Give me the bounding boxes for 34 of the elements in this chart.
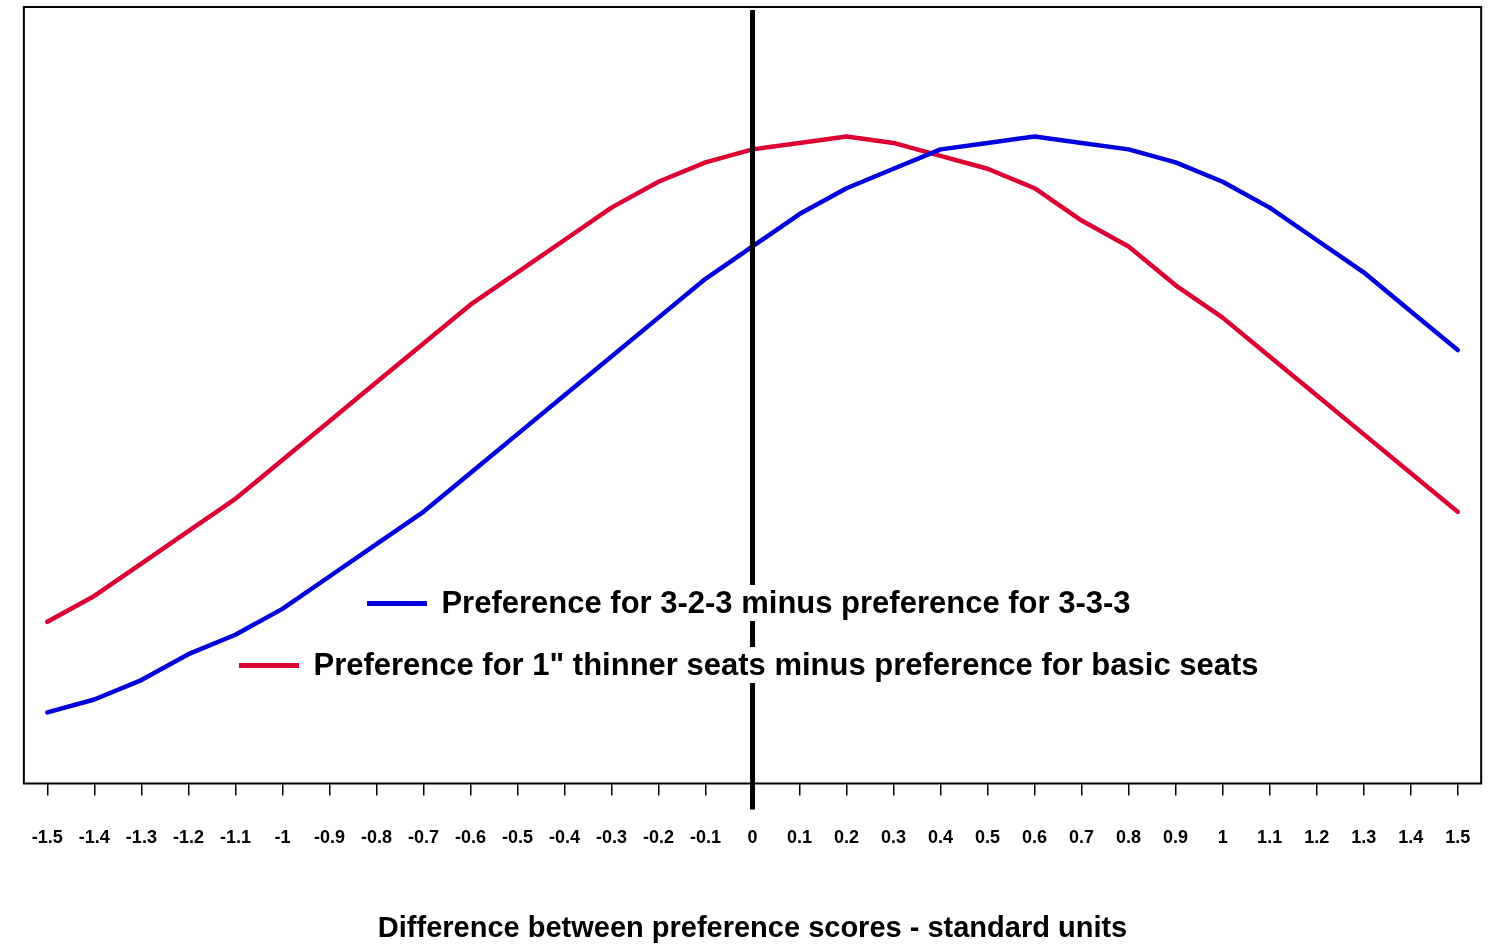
x-tick-label: -1.3 — [125, 827, 157, 848]
x-tick-label: -0.1 — [690, 827, 722, 848]
x-tick-label: -0.8 — [360, 827, 392, 848]
x-tick-label: -0.9 — [313, 827, 345, 848]
x-tick-label: 1.2 — [1304, 827, 1330, 848]
legend-label: Preference for 1" thinner seats minus preference for basic seats — [309, 647, 1263, 683]
x-tick-label: 0.7 — [1069, 827, 1095, 848]
x-tick-label: 1.5 — [1445, 827, 1471, 848]
x-tick-label: -1.2 — [172, 827, 204, 848]
x-tick-label: -0.6 — [454, 827, 486, 848]
x-tick-label: 0.2 — [834, 827, 860, 848]
x-tick-label: -0.5 — [501, 827, 533, 848]
x-tick-label: -1.4 — [78, 827, 110, 848]
x-tick-label: -0.7 — [407, 827, 439, 848]
x-tick-label: 0.1 — [787, 827, 813, 848]
x-tick-label: -0.2 — [642, 827, 675, 848]
x-tick-label: 1.1 — [1257, 827, 1283, 848]
x-tick-label: -0.3 — [595, 827, 628, 848]
x-tick-label: 0.3 — [881, 827, 907, 848]
x-tick-label: 0.4 — [928, 827, 954, 848]
x-tick-label: 1.4 — [1398, 827, 1424, 848]
x-tick-label: 0 — [747, 827, 758, 848]
legend-label: Preference for 3-2-3 minus preference for 3-3-3 — [437, 585, 1135, 621]
x-tick-label: 0.6 — [1022, 827, 1048, 848]
x-axis-title: Difference between preference scores - standard units — [377, 910, 1128, 943]
x-tick-label: 1.3 — [1351, 827, 1377, 848]
x-tick-label: -1 — [274, 827, 291, 848]
x-tick-label: -1.5 — [31, 827, 63, 848]
x-tick-label: 1 — [1217, 827, 1228, 848]
x-tick-label: -0.4 — [548, 827, 580, 848]
x-tick-label: 0.9 — [1163, 827, 1189, 848]
x-tick-label: 0.5 — [975, 827, 1001, 848]
x-tick-label: -1.1 — [219, 827, 251, 848]
x-tick-label: 0.8 — [1116, 827, 1142, 848]
